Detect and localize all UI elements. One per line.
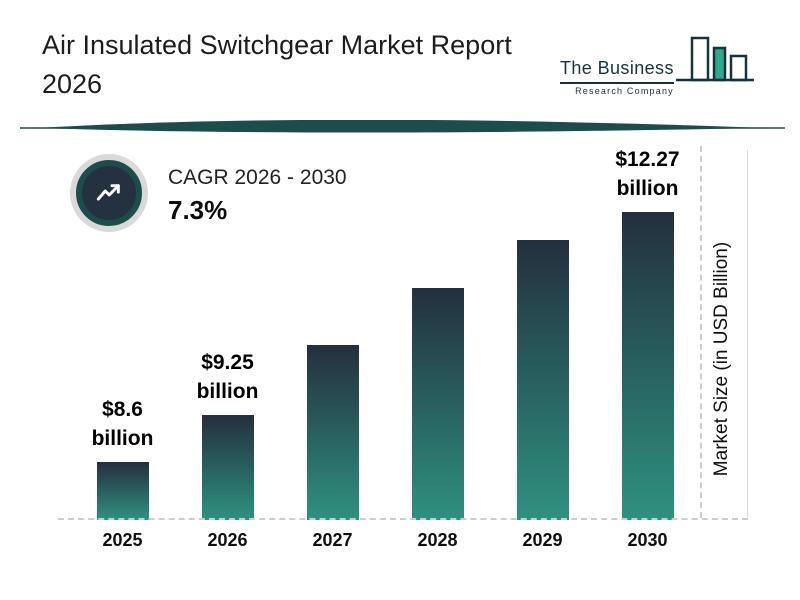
page-title-line1: Air Insulated Switchgear Market Report bbox=[42, 30, 512, 60]
bar-value-label-2030: $12.27 billion bbox=[615, 148, 680, 200]
x-axis-labels: 2025 2026 2027 2028 2029 2030 bbox=[70, 530, 700, 551]
bar-value-label-2026: $9.25 billion bbox=[196, 351, 259, 403]
right-dashed-gridline bbox=[700, 146, 702, 518]
bar-value-label-2025: $8.6 billion bbox=[91, 398, 154, 450]
x-tick-2028: 2028 bbox=[417, 530, 458, 550]
divider-swoosh bbox=[20, 120, 785, 133]
company-logo: The Business Research Company bbox=[560, 34, 754, 96]
bar-group-2030: $12.27 billion bbox=[595, 140, 700, 520]
cagr-value: 7.3% bbox=[168, 195, 228, 225]
bar-2026 bbox=[201, 415, 254, 520]
logo-bars-icon bbox=[675, 36, 754, 82]
bar-group-2025: $8.6 billion bbox=[70, 140, 175, 520]
cagr-label: CAGR 2026 - 2030 bbox=[168, 166, 347, 189]
company-logo-name: The Business bbox=[560, 58, 674, 84]
bar-2028 bbox=[411, 288, 464, 520]
x-tick-2026: 2026 bbox=[207, 530, 248, 550]
company-logo-text: The Business Research Company bbox=[560, 58, 674, 96]
bar-group-2026: $9.25 billion bbox=[175, 140, 280, 520]
page-title: Air Insulated Switchgear Market Report 2… bbox=[42, 26, 542, 104]
bar-2027 bbox=[306, 345, 359, 520]
bar-group-2027 bbox=[280, 140, 385, 520]
x-tick-2025: 2025 bbox=[102, 530, 143, 550]
cagr-block: CAGR 2026 - 2030 7.3% bbox=[168, 166, 347, 226]
y-axis-title: Market Size (in USD Billion) bbox=[711, 241, 732, 477]
bar-2025 bbox=[96, 462, 149, 520]
bar-group-2028 bbox=[385, 140, 490, 520]
page-title-line2: 2026 bbox=[42, 69, 103, 100]
x-tick-2030: 2030 bbox=[627, 530, 668, 550]
right-border-line bbox=[747, 150, 748, 518]
bar-chart: $8.6 billion $9.25 billion $12.27 billion bbox=[70, 140, 700, 520]
company-logo-subtitle: Research Company bbox=[575, 86, 674, 96]
trend-arrow-icon bbox=[96, 184, 120, 201]
bar-2030 bbox=[621, 212, 674, 520]
bar-group-2029 bbox=[490, 140, 595, 520]
x-axis-baseline bbox=[58, 518, 748, 520]
growth-trend-icon bbox=[76, 160, 142, 226]
bar-2029 bbox=[516, 240, 569, 520]
x-tick-2029: 2029 bbox=[522, 530, 563, 550]
x-tick-2027: 2027 bbox=[312, 530, 353, 550]
